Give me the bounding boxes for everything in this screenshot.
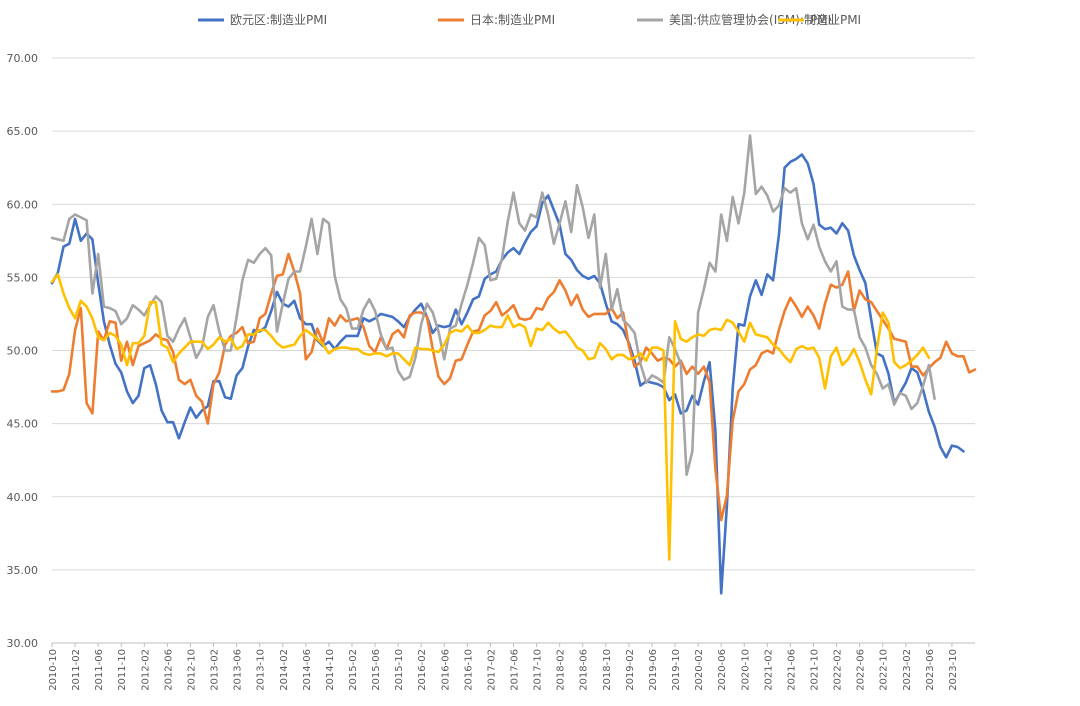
x-axis-tick-labels: 2010-10 2011-02 2011-06 2011-10 2012-02 2012-…	[48, 643, 959, 691]
x-tick-label: 2019-06	[648, 649, 659, 691]
y-tick-label: 35.00	[7, 564, 39, 577]
x-tick-label: 2020-10	[740, 649, 751, 691]
x-tick-label: 2013-02	[210, 649, 221, 691]
x-tick-label: 2019-10	[671, 649, 682, 691]
x-tick-label: 2012-02	[140, 649, 151, 691]
x-tick-label: 2010-10	[48, 649, 59, 691]
y-tick-label: 50.00	[7, 345, 39, 358]
x-tick-label: 2014-06	[302, 649, 313, 691]
x-tick-label: 2023-06	[925, 649, 936, 691]
x-tick-label: 2017-10	[533, 649, 544, 691]
y-tick-label: 40.00	[7, 491, 39, 504]
series-lines	[50, 134, 977, 595]
x-tick-label: 2015-06	[371, 649, 382, 691]
x-tick-label: 2022-02	[833, 649, 844, 691]
x-tick-label: 2012-10	[186, 649, 197, 691]
x-tick-label: 2022-06	[856, 649, 867, 691]
y-tick-label: 65.00	[7, 125, 39, 138]
legend: 欧元区:制造业PMI 日本:制造业PMI 美国:供应管理协会(ISM):制造业PMI…	[198, 12, 861, 27]
legend-label-2: 美国:供应管理协会(ISM):制造业PMI	[669, 12, 861, 27]
x-tick-label: 2020-06	[717, 649, 728, 691]
x-tick-label: 2016-02	[417, 649, 428, 691]
x-tick-label: 2023-02	[902, 649, 913, 691]
y-tick-label: 30.00	[7, 637, 39, 650]
x-tick-label: 2020-02	[694, 649, 705, 691]
x-tick-label: 2015-10	[394, 649, 405, 691]
x-tick-label: 2013-10	[256, 649, 267, 691]
x-tick-label: 2016-10	[463, 649, 474, 691]
x-tick-label: 2016-06	[440, 649, 451, 691]
y-tick-label: 55.00	[7, 271, 39, 284]
x-tick-label: 2021-02	[763, 649, 774, 691]
x-tick-label: 2011-02	[71, 649, 82, 691]
series-line-3	[50, 273, 931, 561]
x-tick-label: 2021-10	[809, 649, 820, 691]
x-tick-label: 2019-02	[625, 649, 636, 691]
x-tick-label: 2015-02	[348, 649, 359, 691]
y-tick-label: 70.00	[7, 52, 39, 65]
legend-label-0: 欧元区:制造业PMI	[230, 13, 327, 27]
x-tick-label: 2011-10	[117, 649, 128, 691]
series-line-2	[50, 134, 936, 477]
x-tick-label: 2012-06	[163, 649, 174, 691]
x-tick-label: 2011-06	[94, 649, 105, 691]
x-tick-label: 2017-06	[510, 649, 521, 691]
x-tick-label: 2021-06	[786, 649, 797, 691]
series-line-1	[50, 252, 977, 522]
x-tick-label: 2014-02	[279, 649, 290, 691]
y-axis-tick-labels: 30.00 35.00 40.00 45.00 50.00 55.00 60.00 65.00…	[7, 52, 39, 650]
y-tick-label: 45.00	[7, 418, 39, 431]
x-tick-label: 2023-10	[948, 649, 959, 691]
legend-label-3: PMI	[810, 13, 831, 27]
x-tick-label: 2022-10	[879, 649, 890, 691]
x-tick-label: 2013-06	[233, 649, 244, 691]
x-tick-label: 2018-02	[556, 649, 567, 691]
x-tick-label: 2018-06	[579, 649, 590, 691]
x-tick-label: 2018-10	[602, 649, 613, 691]
y-tick-label: 60.00	[7, 198, 39, 211]
legend-label-1: 日本:制造业PMI	[470, 13, 555, 27]
x-tick-label: 2014-10	[325, 649, 336, 691]
y-gridlines	[52, 57, 975, 571]
x-tick-label: 2017-02	[486, 649, 497, 691]
